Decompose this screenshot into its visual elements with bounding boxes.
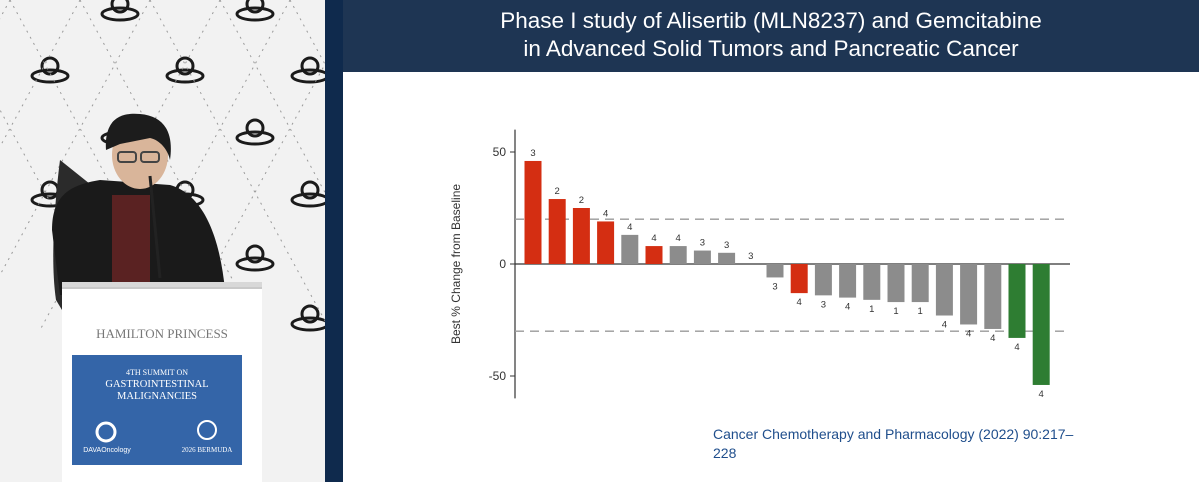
bar bbox=[839, 264, 857, 298]
bar bbox=[911, 264, 929, 303]
bar-label: 4 bbox=[966, 328, 971, 339]
bar-label: 2 bbox=[579, 195, 584, 206]
bar bbox=[548, 199, 566, 264]
speaker-video-scene: HAMILTON PRINCESS 4TH SUMMIT ON GASTROIN… bbox=[0, 0, 327, 482]
bar bbox=[524, 160, 542, 264]
y-axis-label: Best % Change from Baseline bbox=[449, 184, 463, 344]
slide-header: Phase I study of Alisertib (MLN8237) and… bbox=[343, 0, 1199, 72]
slide-title-line1: Phase I study of Alisertib (MLN8237) and… bbox=[500, 8, 1042, 33]
bar-label: 4 bbox=[845, 302, 850, 313]
bar-label: 3 bbox=[772, 281, 777, 292]
y-tick-label: 50 bbox=[493, 145, 507, 159]
bar bbox=[621, 234, 639, 264]
bar bbox=[863, 264, 881, 300]
bar bbox=[597, 221, 615, 264]
bar-label: 4 bbox=[1014, 342, 1019, 353]
svg-text:DAVAOncology: DAVAOncology bbox=[83, 447, 131, 454]
waterfall-chart: 50 0 -50 Best % Change from Baseline 3 2 2 4 4 4 4… bbox=[449, 129, 1070, 400]
bar-label: 4 bbox=[651, 233, 656, 244]
bar bbox=[814, 264, 832, 296]
bar-label: 3 bbox=[724, 240, 729, 251]
bar bbox=[766, 264, 784, 278]
bar-label: 1 bbox=[893, 306, 898, 317]
bar-label: 3 bbox=[748, 251, 753, 262]
bar-label: 2 bbox=[555, 186, 560, 197]
slide-title-line2: in Advanced Solid Tumors and Pancreatic … bbox=[523, 36, 1019, 61]
bar bbox=[790, 264, 808, 294]
bar bbox=[935, 264, 953, 316]
bar bbox=[984, 264, 1002, 329]
citation-line2: 228 bbox=[713, 445, 737, 461]
bar bbox=[693, 250, 711, 264]
bar bbox=[1032, 264, 1050, 385]
bar-label: 1 bbox=[918, 306, 923, 317]
bar-label: 4 bbox=[1039, 389, 1044, 400]
summit-line2: GASTROINTESTINAL bbox=[105, 379, 208, 390]
bar bbox=[669, 246, 687, 264]
bar-label: 3 bbox=[821, 299, 826, 310]
bar bbox=[572, 208, 590, 264]
svg-text:2026 BERMUDA: 2026 BERMUDA bbox=[182, 446, 233, 454]
dava-oncology-logo: DAVAOncology bbox=[83, 421, 131, 454]
bermuda-2026-logo: 2026 BERMUDA bbox=[182, 420, 233, 454]
bar-label: 4 bbox=[603, 208, 608, 219]
presentation-slide: Phase I study of Alisertib (MLN8237) and… bbox=[343, 0, 1199, 482]
bar bbox=[960, 264, 978, 325]
bar bbox=[1008, 264, 1026, 338]
bar-label: 4 bbox=[797, 297, 802, 308]
bar-label: 3 bbox=[700, 238, 705, 249]
bar-label: 4 bbox=[676, 233, 681, 244]
bar-label: 3 bbox=[530, 148, 535, 159]
hamilton-princess-logo: HAMILTON PRINCESS bbox=[96, 326, 228, 341]
summit-line3: MALIGNANCIES bbox=[117, 391, 197, 402]
bar bbox=[887, 264, 905, 303]
bar-label: 4 bbox=[627, 222, 632, 233]
bar-label: 4 bbox=[942, 320, 947, 331]
summit-line1: 4TH SUMMIT ON bbox=[126, 368, 188, 377]
y-tick-label: -50 bbox=[489, 369, 507, 383]
bar-label: 4 bbox=[990, 333, 995, 344]
bar bbox=[718, 252, 736, 264]
speaker-video: HAMILTON PRINCESS 4TH SUMMIT ON GASTROIN… bbox=[0, 0, 327, 482]
y-tick-label: 0 bbox=[499, 257, 506, 271]
bar bbox=[645, 246, 663, 264]
citation-line1: Cancer Chemotherapy and Pharmacology (20… bbox=[713, 426, 1074, 442]
bar-label: 1 bbox=[869, 304, 874, 315]
